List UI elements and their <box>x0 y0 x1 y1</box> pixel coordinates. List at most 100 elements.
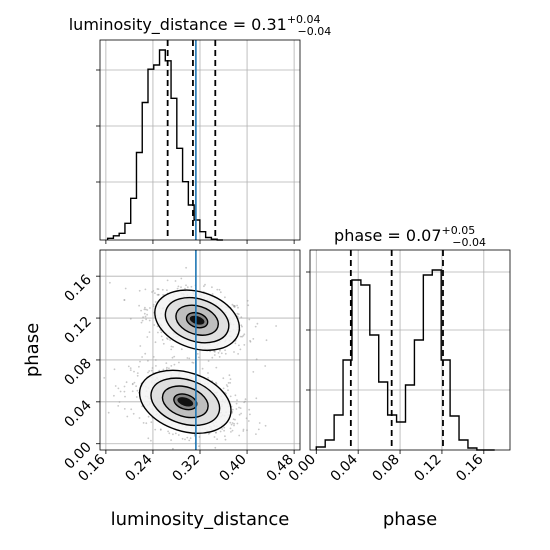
scatter-point <box>174 432 177 435</box>
scatter-point <box>189 437 192 440</box>
scatter-point <box>264 424 267 427</box>
scatter-point <box>152 356 155 358</box>
scatter-point <box>139 360 141 363</box>
scatter-point <box>232 418 235 421</box>
scatter-point <box>181 437 184 440</box>
scatter-point <box>103 377 106 379</box>
scatter-point <box>207 372 209 374</box>
scatter-point <box>254 325 257 328</box>
x-tick-label-phase: 0.16 <box>453 451 486 484</box>
scatter-point <box>161 339 164 341</box>
scatter-point <box>148 319 151 322</box>
scatter-point <box>160 331 163 334</box>
scatter-point <box>238 413 241 416</box>
scatter-point <box>229 382 232 384</box>
scatter-point <box>232 304 235 307</box>
scatter-point <box>227 382 230 384</box>
x-tick-label-phase: 0.04 <box>328 451 361 484</box>
scatter-point <box>222 387 225 390</box>
scatter-point <box>158 369 161 372</box>
scatter-point <box>245 417 248 420</box>
scatter-point <box>148 331 151 333</box>
scatter-point <box>239 407 242 409</box>
scatter-point <box>141 319 144 322</box>
scatter-point <box>225 384 228 386</box>
scatter-point <box>144 288 147 291</box>
scatter-point <box>201 367 204 370</box>
scatter-point <box>170 345 173 348</box>
scatter-point <box>214 350 216 353</box>
scatter-point <box>215 381 217 384</box>
scatter-point <box>198 436 201 438</box>
scatter-point <box>240 412 243 415</box>
scatter-point <box>178 361 180 364</box>
scatter-point <box>246 299 249 302</box>
scatter-point <box>213 436 216 438</box>
scatter-point <box>198 445 200 448</box>
density-core <box>189 315 205 325</box>
scatter-point <box>136 374 139 377</box>
scatter-point <box>233 351 235 353</box>
scatter-point <box>236 422 239 425</box>
scatter-point <box>177 434 180 436</box>
scatter-point <box>145 308 147 311</box>
scatter-point <box>236 304 239 307</box>
scatter-point <box>123 408 126 410</box>
scatter-point <box>234 342 237 345</box>
scatter-point <box>131 390 134 393</box>
scatter-point <box>226 385 229 388</box>
scatter-point <box>177 285 180 288</box>
histogram-phase <box>315 269 495 451</box>
scatter-point <box>149 307 151 309</box>
scatter-point <box>237 353 240 355</box>
scatter-point <box>129 369 132 371</box>
scatter-point <box>123 385 126 388</box>
scatter-point <box>242 430 245 432</box>
scatter-point <box>147 359 149 362</box>
scatter-point <box>239 348 242 351</box>
scatter-point <box>184 438 186 441</box>
scatter-point <box>124 287 127 290</box>
scatter-point <box>185 266 188 269</box>
scatter-point <box>231 429 234 432</box>
x-tick-label-luminosity-distance: 0.24 <box>122 451 155 484</box>
scatter-point <box>166 366 168 369</box>
scatter-point <box>243 333 246 336</box>
scatter-point <box>234 418 236 421</box>
scatter-point <box>147 415 150 418</box>
scatter-point <box>219 430 222 433</box>
y-tick-label-phase: 0.04 <box>61 397 94 430</box>
scatter-point <box>224 352 227 355</box>
joint-panel: 0.16 0.24 0.32 0.40 0.480.000.040.080.120.16 <box>61 249 301 485</box>
scatter-point <box>249 413 251 416</box>
scatter-point <box>133 370 135 373</box>
scatter-point <box>229 395 232 398</box>
scatter-point <box>213 354 216 356</box>
scatter-point <box>238 344 240 347</box>
scatter-point <box>131 382 134 385</box>
scatter-point <box>117 405 120 407</box>
scatter-point <box>241 325 243 328</box>
scatter-point <box>243 344 246 346</box>
scatter-point <box>248 408 251 411</box>
scatter-point <box>211 356 214 359</box>
scatter-point <box>223 429 226 432</box>
scatter-point <box>168 367 170 370</box>
scatter-point <box>220 352 223 355</box>
scatter-point <box>144 306 146 309</box>
scatter-point <box>140 309 143 312</box>
contour-line <box>154 289 241 351</box>
scatter-point <box>242 334 245 337</box>
scatter-point <box>172 346 174 348</box>
scatter-point <box>146 309 149 311</box>
scatter-point <box>218 288 221 291</box>
histogram-luminosity-distance <box>106 49 223 241</box>
scatter-point <box>241 335 244 338</box>
scatter-point <box>170 439 173 441</box>
scatter-point <box>239 335 242 338</box>
scatter-point <box>166 289 168 292</box>
scatter-point <box>139 345 142 347</box>
x-axis-label-luminosity-distance: luminosity_distance <box>111 509 290 530</box>
scatter-point <box>145 318 148 321</box>
